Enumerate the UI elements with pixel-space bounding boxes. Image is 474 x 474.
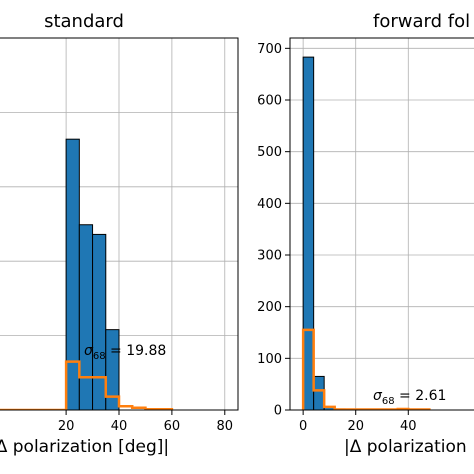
y-tick-label: 100 bbox=[257, 352, 282, 367]
y-tick-label: 500 bbox=[257, 145, 282, 160]
sigma-annotation: σ68 = 19.88 bbox=[84, 343, 166, 362]
panel-title: forward fol bbox=[373, 11, 470, 32]
histogram-bars bbox=[65, 138, 120, 410]
x-tick-label: 0 bbox=[299, 419, 307, 434]
histogram-bar bbox=[105, 329, 120, 410]
x-tick-labels: 20 40 60 80 bbox=[58, 410, 233, 434]
y-tick-labels: 0 100 200 300 400 500 600 700 bbox=[257, 42, 290, 419]
y-tick-label: 200 bbox=[257, 300, 282, 315]
x-tick-label: 20 bbox=[347, 419, 364, 434]
x-axis-label: |Δ polarization [deg]| bbox=[0, 437, 169, 457]
axes-frame bbox=[289, 37, 474, 411]
histogram-bar bbox=[313, 375, 325, 410]
y-tick-label: 600 bbox=[257, 94, 282, 109]
histogram-step-line bbox=[0, 360, 174, 410]
x-tick-labels: 0 20 40 bbox=[299, 410, 417, 434]
grid-lines bbox=[290, 38, 474, 411]
sigma-annotation: σ68 = 2.61 bbox=[373, 388, 446, 407]
x-tick-label: 80 bbox=[217, 419, 234, 434]
standard-panel: standard 20 40 60 80 σ68 = 19.88 |Δ polariz… bbox=[0, 11, 239, 457]
x-tick-label: 20 bbox=[58, 419, 75, 434]
x-axis-label: |Δ polarization bbox=[344, 437, 467, 457]
forward-folding-panel: forward fol 0 20 40 0 100 200 300 400 500 600 700… bbox=[257, 11, 474, 457]
histogram-steps bbox=[0, 360, 174, 410]
histogram-bar bbox=[78, 224, 94, 410]
histogram-bar bbox=[92, 233, 107, 410]
histogram-bar bbox=[302, 56, 315, 410]
x-tick-label: 40 bbox=[400, 419, 417, 434]
y-tick-label: 0 bbox=[274, 404, 282, 419]
panel-title: standard bbox=[44, 11, 124, 32]
histogram-bar bbox=[65, 138, 80, 410]
axes-spine bbox=[289, 37, 474, 411]
y-tick-label: 700 bbox=[257, 42, 282, 57]
y-tick-label: 300 bbox=[257, 249, 282, 264]
histogram-step-line bbox=[301, 328, 431, 410]
y-tick-label: 400 bbox=[257, 197, 282, 212]
histogram-steps bbox=[301, 328, 431, 410]
histogram-bars bbox=[302, 56, 357, 410]
x-tick-label: 40 bbox=[111, 419, 128, 434]
x-tick-label: 60 bbox=[164, 419, 181, 434]
